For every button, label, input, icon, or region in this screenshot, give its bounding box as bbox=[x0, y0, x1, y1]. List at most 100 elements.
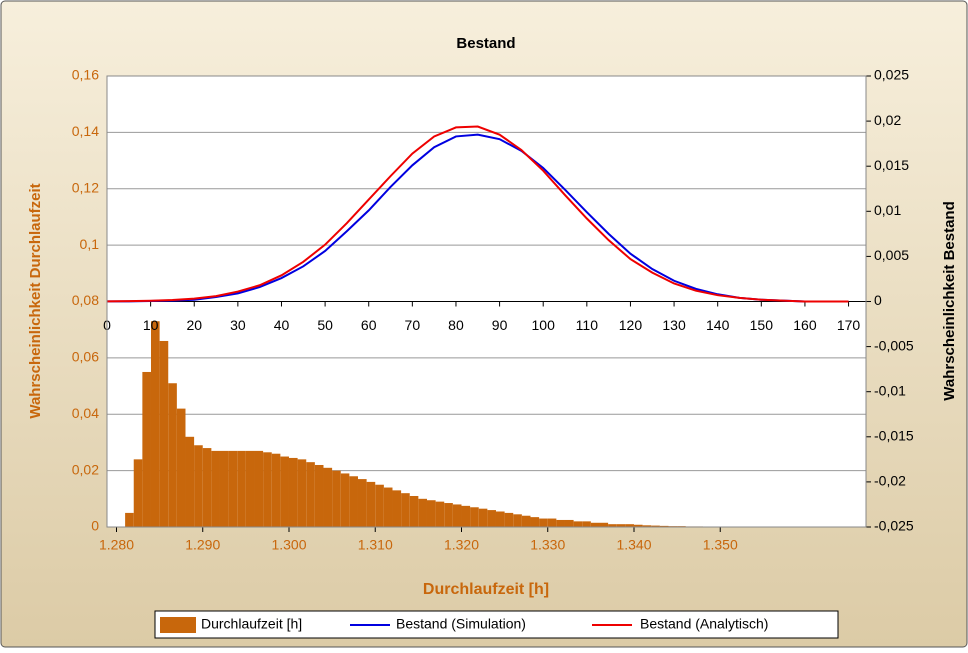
y-tick-label: 0,08 bbox=[72, 292, 99, 308]
legend-label: Bestand (Analytisch) bbox=[640, 616, 768, 632]
histogram-bar bbox=[591, 523, 600, 527]
y2-tick-label: -0,02 bbox=[874, 473, 906, 489]
x2-tick-label: 110 bbox=[576, 317, 599, 333]
histogram-bar bbox=[125, 513, 134, 527]
histogram-bar bbox=[315, 465, 324, 527]
histogram-bar bbox=[332, 471, 341, 527]
histogram-bar bbox=[168, 383, 177, 527]
histogram-bar bbox=[410, 496, 419, 527]
x2-tick-label: 90 bbox=[492, 317, 508, 333]
y-tick-label: 0,16 bbox=[72, 67, 99, 83]
histogram-bar bbox=[220, 451, 229, 527]
histogram-bar bbox=[298, 459, 307, 527]
x-tick-label: 1.350 bbox=[703, 537, 738, 553]
x2-tick-label: 130 bbox=[662, 317, 686, 333]
x2-tick-label: 30 bbox=[230, 317, 246, 333]
histogram-bar bbox=[565, 520, 574, 527]
y-tick-label: 0,06 bbox=[72, 349, 99, 365]
histogram-bar bbox=[599, 523, 608, 527]
histogram-bar bbox=[142, 372, 151, 527]
histogram-bar bbox=[306, 462, 315, 527]
histogram-bar bbox=[548, 519, 557, 527]
x2-tick-label: 150 bbox=[750, 317, 774, 333]
x2-tick-label: 20 bbox=[186, 317, 202, 333]
legend-label: Durchlaufzeit [h] bbox=[201, 616, 302, 632]
y2-tick-label: -0,015 bbox=[874, 428, 914, 444]
histogram-bar bbox=[246, 451, 255, 527]
x2-tick-label: 120 bbox=[619, 317, 643, 333]
histogram-bar bbox=[160, 341, 169, 527]
histogram-bar bbox=[505, 513, 514, 527]
x-tick-label: 1.280 bbox=[99, 537, 134, 553]
x-tick-label: 1.320 bbox=[444, 537, 479, 553]
histogram-bar bbox=[367, 482, 376, 527]
histogram-bar bbox=[349, 476, 358, 527]
histogram-bar bbox=[479, 509, 488, 527]
y2-tick-label: 0,02 bbox=[874, 112, 901, 128]
histogram-bar bbox=[211, 451, 220, 527]
y-tick-label: 0,02 bbox=[72, 461, 99, 477]
histogram-bar bbox=[375, 485, 384, 527]
y-tick-label: 0,04 bbox=[72, 405, 99, 421]
histogram-bar bbox=[513, 514, 522, 527]
y2-tick-label: 0,025 bbox=[874, 67, 909, 83]
histogram-bar bbox=[427, 500, 436, 527]
histogram-bar bbox=[392, 490, 401, 527]
histogram-bar bbox=[453, 504, 462, 527]
legend-label: Bestand (Simulation) bbox=[396, 616, 526, 632]
x2-tick-label: 70 bbox=[405, 317, 421, 333]
histogram-bar bbox=[401, 493, 410, 527]
y2-tick-label: 0 bbox=[874, 292, 882, 308]
histogram-bar bbox=[522, 516, 531, 527]
x2-tick-label: 100 bbox=[532, 317, 556, 333]
y-tick-label: 0 bbox=[91, 518, 99, 534]
x2-tick-label: 160 bbox=[793, 317, 817, 333]
y-tick-label: 0,12 bbox=[72, 179, 99, 195]
histogram-bar bbox=[436, 502, 445, 527]
histogram-bar bbox=[582, 521, 591, 527]
y2-tick-label: 0,005 bbox=[874, 247, 909, 263]
y-axis-title: Wahrscheinlichkeit Durchlaufzeit bbox=[27, 183, 44, 418]
histogram-bar bbox=[280, 457, 289, 527]
histogram-bar bbox=[461, 506, 470, 527]
histogram-bar bbox=[487, 510, 496, 527]
x2-tick-label: 10 bbox=[143, 317, 159, 333]
histogram-bar bbox=[237, 451, 246, 527]
legend-swatch bbox=[160, 617, 196, 633]
x2-tick-label: 40 bbox=[274, 317, 290, 333]
y2-tick-label: -0,025 bbox=[874, 518, 914, 534]
histogram-bar bbox=[556, 520, 565, 527]
x2-tick-label: 60 bbox=[361, 317, 377, 333]
x2-tick-label: 80 bbox=[448, 317, 464, 333]
histogram-bar bbox=[574, 521, 583, 527]
histogram-bar bbox=[177, 409, 186, 527]
histogram-bar bbox=[185, 437, 194, 527]
histogram-bar bbox=[539, 519, 548, 527]
y-tick-label: 0,14 bbox=[72, 123, 99, 139]
histogram-bar bbox=[263, 452, 272, 527]
y2-tick-label: 0,015 bbox=[874, 157, 909, 173]
histogram-bar bbox=[341, 473, 350, 527]
x-axis-title: Durchlaufzeit [h] bbox=[423, 581, 549, 598]
x-tick-label: 1.310 bbox=[358, 537, 393, 553]
x-tick-label: 1.290 bbox=[185, 537, 220, 553]
histogram-bar bbox=[323, 468, 332, 527]
y-tick-label: 0,1 bbox=[80, 236, 100, 252]
y2-axis-title: Wahrscheinlichkeit Bestand bbox=[941, 201, 958, 401]
y2-tick-label: -0,01 bbox=[874, 382, 906, 398]
histogram-bar bbox=[496, 511, 505, 527]
x-tick-label: 1.340 bbox=[616, 537, 651, 553]
x2-tick-label: 170 bbox=[837, 317, 861, 333]
histogram-bar bbox=[151, 321, 160, 527]
x2-tick-label: 140 bbox=[706, 317, 730, 333]
y2-tick-label: -0,005 bbox=[874, 337, 914, 353]
histogram-bar bbox=[444, 503, 453, 527]
histogram-bar bbox=[229, 451, 238, 527]
x-tick-label: 1.330 bbox=[530, 537, 565, 553]
histogram-bar bbox=[194, 445, 203, 527]
histogram-bar bbox=[203, 448, 212, 527]
chart-title: Bestand bbox=[456, 35, 515, 52]
histogram-bar bbox=[470, 507, 479, 527]
x2-tick-label: 50 bbox=[317, 317, 333, 333]
